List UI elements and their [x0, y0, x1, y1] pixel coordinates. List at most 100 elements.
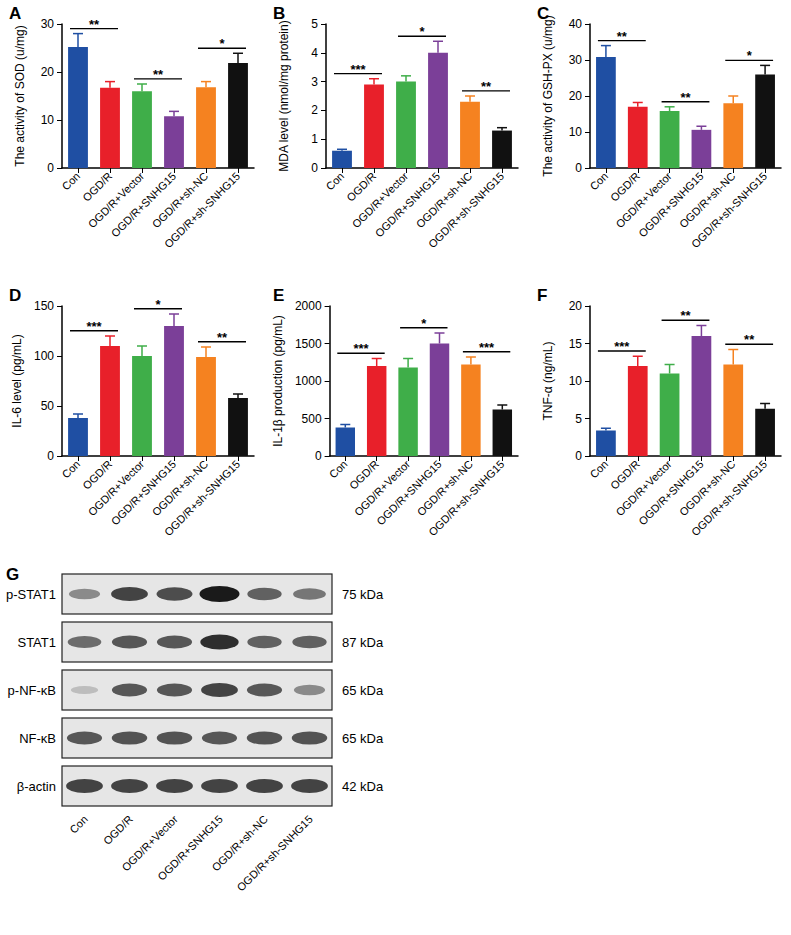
svg-text:0: 0 — [311, 161, 318, 175]
svg-text:0: 0 — [575, 449, 582, 463]
svg-text:65 kDa: 65 kDa — [342, 731, 384, 746]
svg-text:500: 500 — [302, 412, 322, 426]
svg-text:Con: Con — [60, 170, 83, 193]
svg-text:40: 40 — [569, 17, 583, 31]
svg-text:20: 20 — [41, 65, 55, 79]
svg-text:50: 50 — [41, 399, 55, 413]
svg-text:65 kDa: 65 kDa — [342, 683, 384, 698]
svg-text:IL-6 level (pg/mL): IL-6 level (pg/mL) — [10, 334, 24, 427]
svg-text:Con: Con — [587, 458, 610, 481]
svg-text:OGD/R+SNHG15: OGD/R+SNHG15 — [372, 169, 443, 240]
svg-text:OGD/R+Vector: OGD/R+Vector — [86, 170, 147, 231]
svg-text:OGD/R+Vector: OGD/R+Vector — [613, 170, 674, 231]
svg-text:30: 30 — [569, 53, 583, 67]
svg-text:5: 5 — [575, 412, 582, 426]
svg-text:42 kDa: 42 kDa — [342, 779, 384, 794]
svg-text:The activity of SOD (u/mg): The activity of SOD (u/mg) — [13, 25, 27, 166]
svg-text:OGD/R+sh-SNHG15: OGD/R+sh-SNHG15 — [162, 458, 242, 538]
svg-text:TNF-α (ng/mL): TNF-α (ng/mL) — [541, 342, 555, 421]
svg-text:C: C — [537, 4, 549, 23]
svg-text:**: ** — [744, 332, 755, 347]
svg-text:OGD/R+sh-SNHG15: OGD/R+sh-SNHG15 — [689, 458, 769, 538]
svg-text:*: * — [421, 316, 427, 331]
svg-text:Con: Con — [324, 170, 347, 193]
svg-text:5: 5 — [311, 17, 318, 31]
svg-text:0: 0 — [47, 161, 54, 175]
svg-text:*: * — [419, 24, 425, 39]
svg-text:**: ** — [617, 29, 628, 44]
svg-text:Con: Con — [327, 458, 350, 481]
svg-text:OGD/R+sh-NC: OGD/R+sh-NC — [150, 458, 211, 519]
svg-text:10: 10 — [41, 113, 55, 127]
svg-text:B: B — [273, 4, 285, 23]
svg-text:1500: 1500 — [295, 337, 322, 351]
svg-text:**: ** — [680, 90, 691, 105]
svg-text:OGD/R+sh-SNHG15: OGD/R+sh-SNHG15 — [162, 170, 242, 250]
svg-text:F: F — [537, 286, 547, 305]
svg-text:***: *** — [350, 62, 366, 77]
svg-text:OGD/R: OGD/R — [101, 813, 135, 847]
svg-text:OGD/R+sh-SNHG15: OGD/R+sh-SNHG15 — [689, 170, 769, 250]
svg-text:*: * — [219, 36, 225, 51]
svg-text:OGD/R+SNHG15: OGD/R+SNHG15 — [108, 169, 179, 240]
svg-text:100: 100 — [34, 349, 54, 363]
svg-text:30: 30 — [41, 17, 55, 31]
svg-text:OGD/R+sh-NC: OGD/R+sh-NC — [415, 458, 476, 519]
svg-text:2000: 2000 — [295, 299, 322, 313]
svg-text:75 kDa: 75 kDa — [342, 587, 384, 602]
svg-text:**: ** — [481, 79, 492, 94]
svg-text:IL-1β production (pg/mL): IL-1β production (pg/mL) — [271, 315, 285, 447]
svg-text:OGD/R+Vector: OGD/R+Vector — [352, 458, 413, 519]
svg-text:0: 0 — [315, 449, 322, 463]
svg-text:***: *** — [614, 339, 630, 354]
svg-text:MDA level (nmol/mg protein): MDA level (nmol/mg protein) — [277, 20, 291, 171]
svg-text:***: *** — [86, 319, 102, 334]
svg-text:p-NF-κB: p-NF-κB — [8, 683, 56, 698]
svg-text:OGD/R+sh-NC: OGD/R+sh-NC — [150, 170, 211, 231]
svg-text:OGD/R+sh-NC: OGD/R+sh-NC — [414, 170, 475, 231]
svg-text:OGD/R+sh-SNHG15: OGD/R+sh-SNHG15 — [426, 458, 506, 538]
svg-text:*: * — [747, 48, 753, 63]
svg-text:4: 4 — [311, 46, 318, 60]
svg-text:10: 10 — [569, 374, 583, 388]
svg-text:G: G — [6, 565, 19, 584]
svg-text:OGD/R+Vector: OGD/R+Vector — [350, 170, 411, 231]
svg-text:20: 20 — [569, 89, 583, 103]
svg-text:β-actin: β-actin — [17, 779, 56, 794]
svg-text:OGD/R+sh-NC: OGD/R+sh-NC — [677, 170, 738, 231]
svg-text:20: 20 — [569, 299, 583, 313]
svg-text:D: D — [9, 286, 21, 305]
svg-text:A: A — [9, 4, 21, 23]
svg-text:Con: Con — [587, 170, 610, 193]
svg-text:150: 150 — [34, 299, 54, 313]
svg-text:E: E — [273, 286, 284, 305]
svg-text:**: ** — [680, 308, 691, 323]
svg-text:*: * — [155, 297, 161, 312]
svg-text:0: 0 — [575, 161, 582, 175]
svg-text:2: 2 — [311, 103, 318, 117]
svg-text:1000: 1000 — [295, 374, 322, 388]
svg-text:15: 15 — [569, 337, 583, 351]
svg-text:87 kDa: 87 kDa — [342, 635, 384, 650]
svg-text:0: 0 — [47, 449, 54, 463]
svg-text:1: 1 — [311, 132, 318, 146]
svg-text:3: 3 — [311, 75, 318, 89]
svg-text:The activity of GSH-PX (u/mg): The activity of GSH-PX (u/mg) — [541, 15, 555, 176]
svg-text:p-STAT1: p-STAT1 — [6, 587, 56, 602]
svg-text:STAT1: STAT1 — [17, 635, 56, 650]
svg-text:NF-κB: NF-κB — [19, 731, 56, 746]
svg-text:***: *** — [353, 341, 369, 356]
svg-text:**: ** — [89, 17, 100, 32]
svg-text:OGD/R+SNHG15: OGD/R+SNHG15 — [155, 813, 225, 883]
svg-text:OGD/R+Vector: OGD/R+Vector — [613, 458, 674, 519]
svg-text:OGD/R+Vector: OGD/R+Vector — [86, 458, 147, 519]
svg-text:**: ** — [217, 330, 228, 345]
svg-text:**: ** — [153, 67, 164, 82]
svg-text:Con: Con — [67, 813, 90, 836]
svg-text:***: *** — [479, 340, 495, 355]
svg-text:OGD/R+sh-SNHG15: OGD/R+sh-SNHG15 — [426, 170, 506, 250]
svg-text:OGD/R+sh-NC: OGD/R+sh-NC — [677, 458, 738, 519]
svg-text:OGD/R+sh-SNHG15: OGD/R+sh-SNHG15 — [234, 813, 314, 893]
svg-text:Con: Con — [60, 458, 83, 481]
svg-text:10: 10 — [569, 125, 583, 139]
